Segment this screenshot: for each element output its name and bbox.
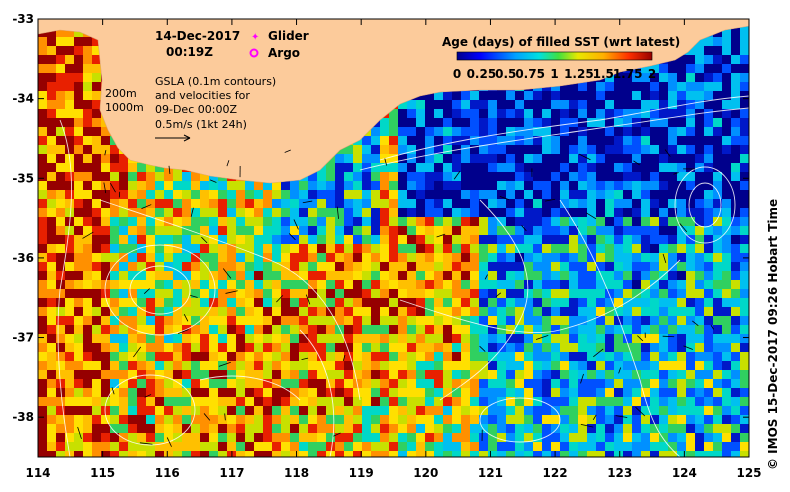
colorbar bbox=[456, 51, 653, 61]
colorbar-tick-label: 1.75 bbox=[613, 67, 643, 81]
colorbar-tick-label: 1.25 bbox=[564, 67, 594, 81]
lat-tick-label: -34 bbox=[12, 92, 34, 106]
depth-200m-label: 200m bbox=[105, 87, 137, 100]
glider-marker-icon: ✦ bbox=[251, 32, 259, 43]
colorbar-title: Age (days) of filled SST (wrt latest) bbox=[442, 35, 680, 49]
lon-tick-label: 118 bbox=[284, 466, 309, 480]
colorbar-tick-label: 2 bbox=[648, 67, 656, 81]
glider-label: Glider bbox=[268, 29, 309, 43]
lon-tick-label: 123 bbox=[607, 466, 632, 480]
gsla-note-line3: 09-Dec 00:00Z bbox=[155, 103, 237, 116]
colorbar-tick-label: 1.5 bbox=[593, 67, 614, 81]
lat-tick-label: -33 bbox=[12, 12, 34, 26]
plot-frame bbox=[37, 18, 750, 458]
depth-1000m-label: 1000m bbox=[105, 101, 144, 114]
gsla-note-line2: and velocities for bbox=[155, 89, 250, 102]
colorbar-tick-label: 0.5 bbox=[495, 67, 516, 81]
lon-tick-label: 115 bbox=[90, 466, 115, 480]
lon-tick-label: 120 bbox=[413, 466, 438, 480]
lon-tick-label: 114 bbox=[25, 466, 50, 480]
colorbar-tick-label: 0.75 bbox=[515, 67, 545, 81]
colorbar-tick-label: 0 bbox=[453, 67, 461, 81]
lat-tick-label: -36 bbox=[12, 251, 34, 265]
gsla-contours bbox=[57, 95, 749, 457]
lon-tick-label: 116 bbox=[155, 466, 180, 480]
lat-tick-label: -38 bbox=[12, 410, 34, 424]
scale-arrow-head bbox=[183, 134, 191, 142]
lon-tick-label: 122 bbox=[543, 466, 568, 480]
latitude-axis: -33 -34 -35 -36 -37 -38 bbox=[12, 12, 749, 424]
date-label: 14-Dec-2017 bbox=[155, 29, 240, 43]
gsla-note-line4: 0.5m/s (1kt 24h) bbox=[155, 118, 247, 131]
lon-tick-label: 121 bbox=[478, 466, 503, 480]
lat-tick-label: -37 bbox=[12, 331, 34, 345]
time-label: 00:19Z bbox=[166, 45, 213, 59]
gsla-note-line1: GSLA (0.1m contours) bbox=[155, 75, 276, 88]
colorbar-tick-label: 0.25 bbox=[467, 67, 497, 81]
argo-label: Argo bbox=[268, 46, 300, 60]
lon-tick-label: 124 bbox=[672, 466, 697, 480]
lat-tick-label: -35 bbox=[12, 171, 34, 185]
velocity-arrows bbox=[77, 149, 715, 447]
credit-text: © IMOS 15-Dec-2017 09:26 Hobart Time bbox=[766, 198, 780, 470]
colorbar-tick-label: 1 bbox=[550, 67, 558, 81]
longitude-axis: 114 115 116 117 118 119 120 121 122 123 124 125 bbox=[25, 19, 762, 480]
argo-marker-icon bbox=[249, 48, 259, 58]
lon-tick-label: 117 bbox=[219, 466, 244, 480]
lon-tick-label: 119 bbox=[349, 466, 374, 480]
colorbar-ticks: 0 0.250.50.75 1 1.251.51.75 2 bbox=[453, 67, 656, 81]
lon-tick-label: 125 bbox=[736, 466, 761, 480]
